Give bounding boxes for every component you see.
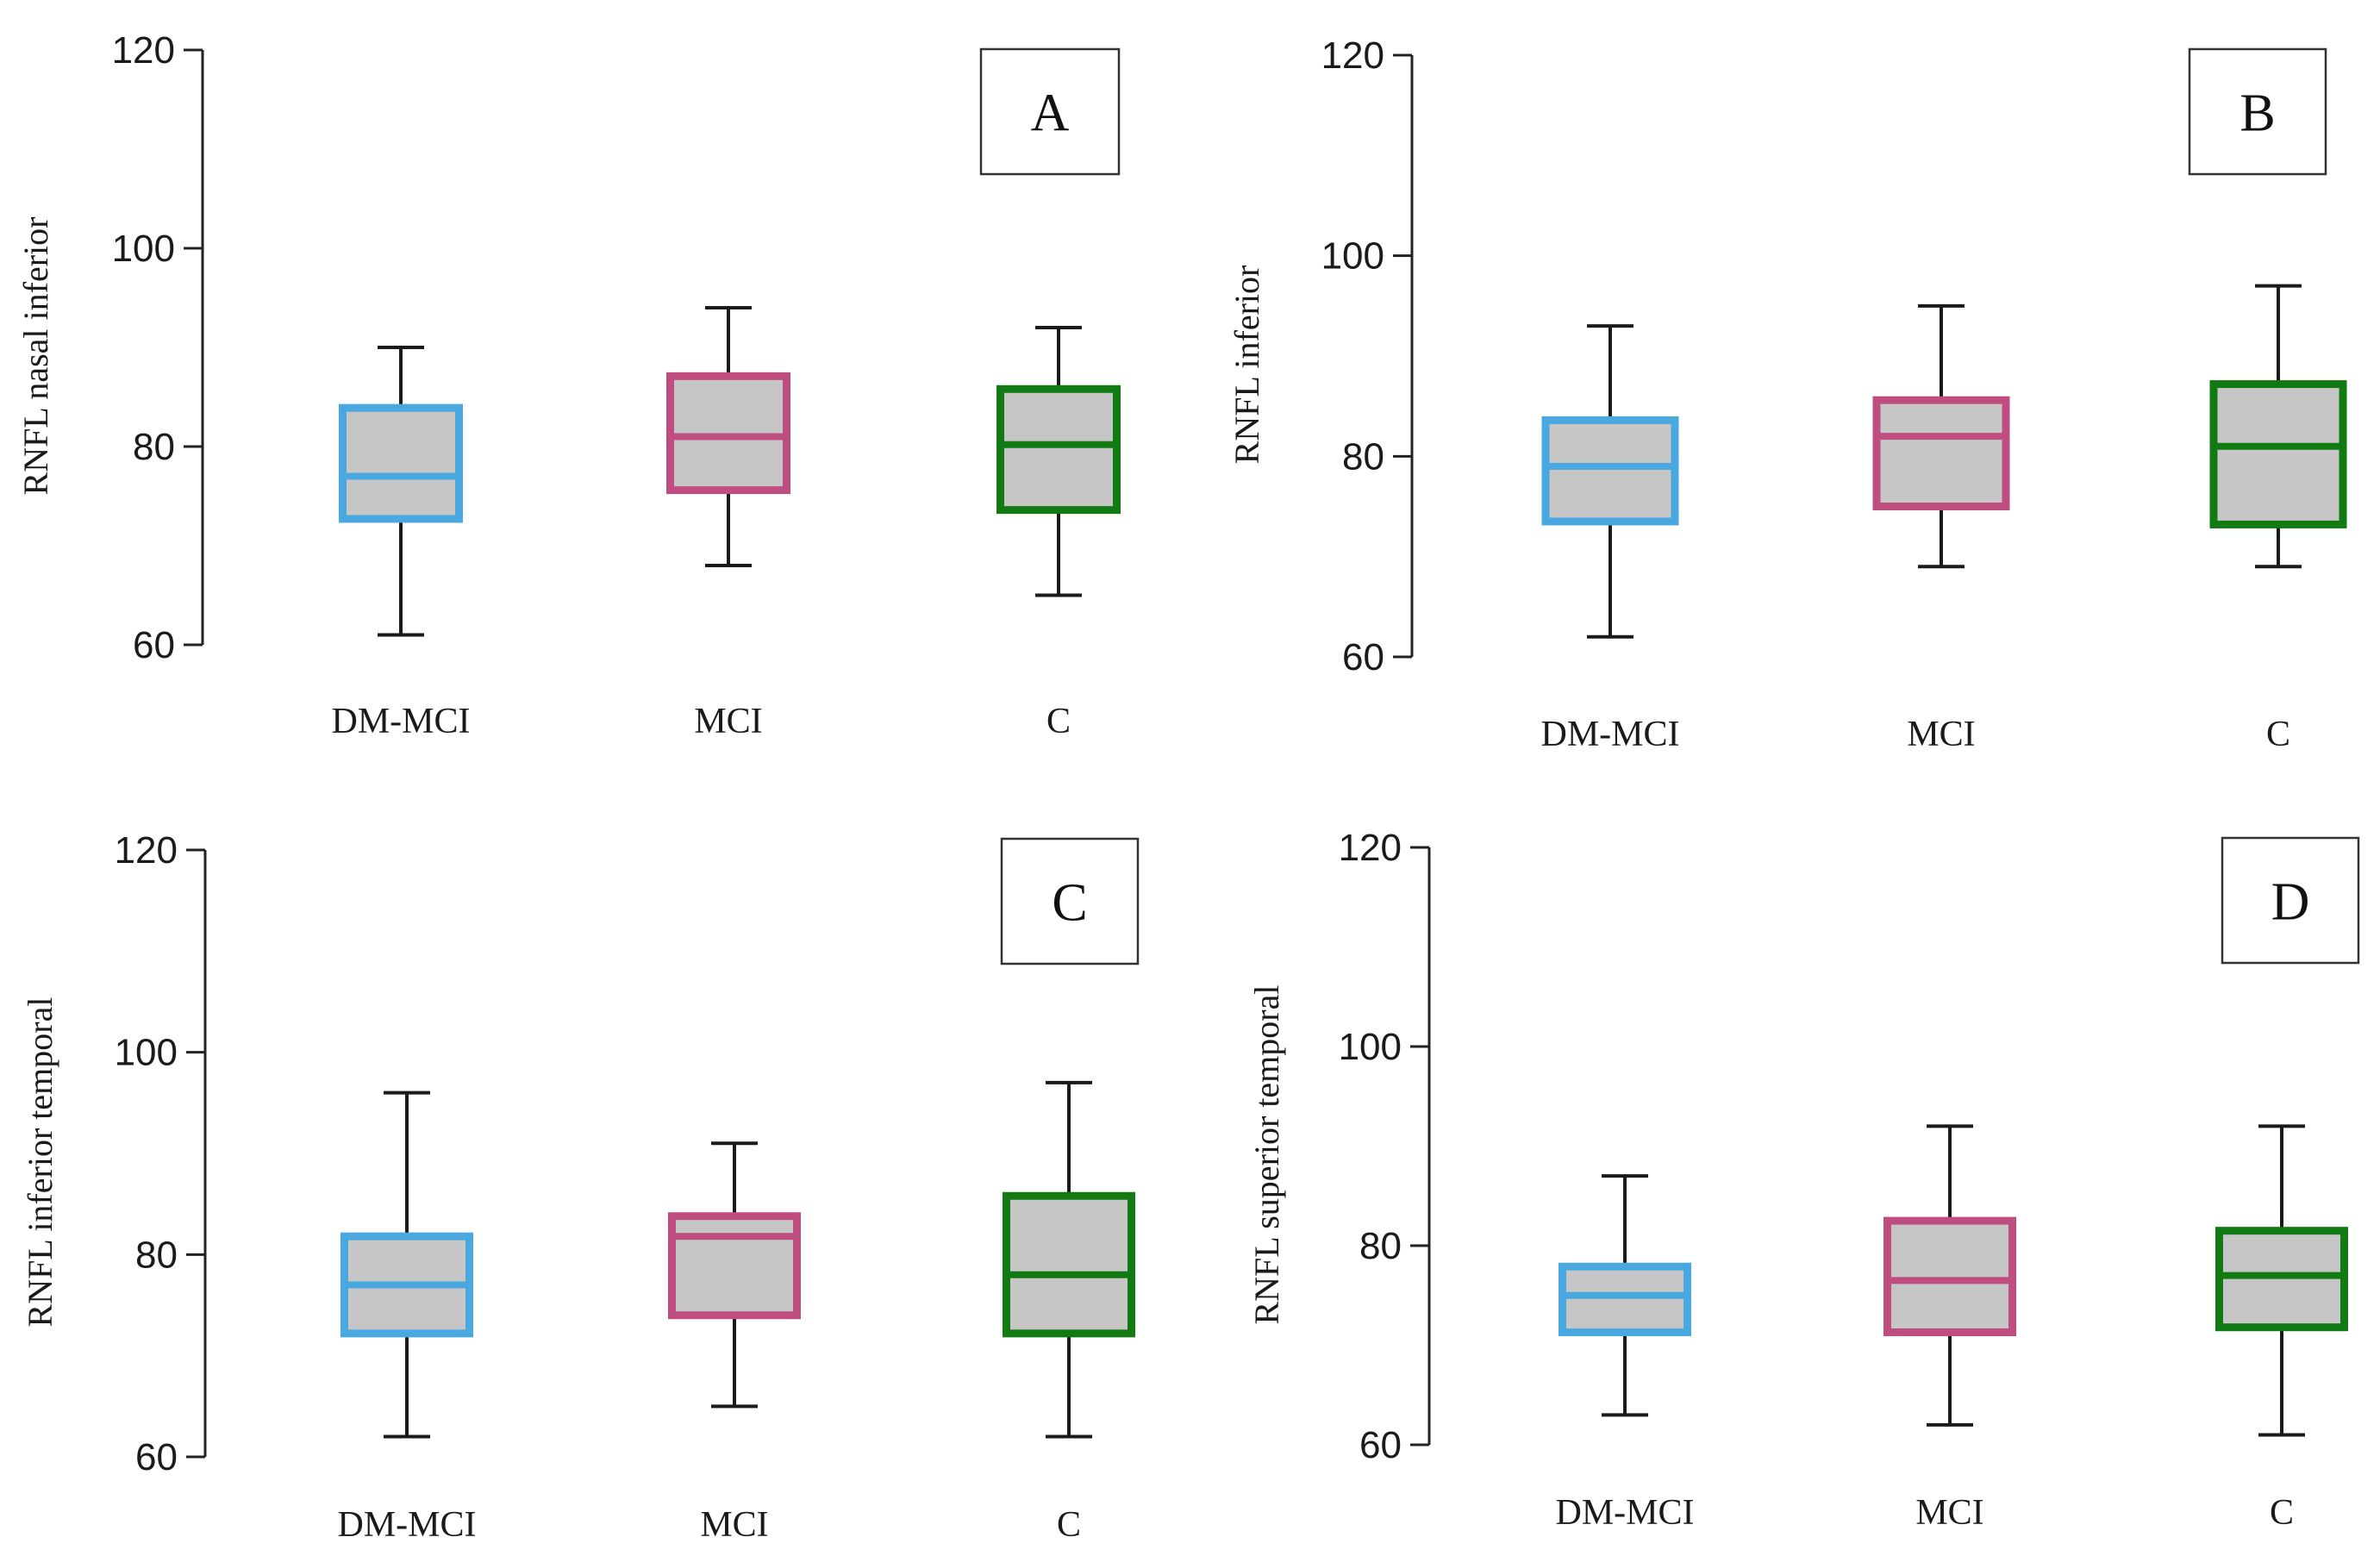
- box-mci: [1872, 396, 2010, 511]
- panel-c: 60 80 100 120 RNFL inferior temporal C DM-MCI M…: [21, 829, 1140, 1545]
- box-c: [1003, 1191, 1135, 1338]
- box-c: [2215, 1227, 2348, 1332]
- category-label: C: [2270, 1493, 2294, 1533]
- panel-label: A: [1031, 84, 1070, 143]
- panel-a: 60 80 100 120 RNFL nasal inferior A DM-MCI MCI C: [16, 29, 1121, 741]
- box-mci: [1883, 1216, 2016, 1336]
- box-c: [996, 384, 1121, 515]
- category-label: DM-MCI: [1555, 1493, 1694, 1533]
- box-mci: [668, 1212, 801, 1320]
- panel-label-box: [2188, 47, 2327, 176]
- y-tick-label: 80: [1342, 435, 1384, 478]
- y-tick-label: 80: [133, 426, 175, 468]
- panel-label: D: [2271, 873, 2310, 932]
- panel-label: C: [1052, 874, 1087, 933]
- y-tick-label: 120: [1321, 34, 1384, 77]
- category-label: MCI: [1907, 715, 1975, 754]
- box-c: [2209, 380, 2347, 528]
- category-label: MCI: [700, 1505, 768, 1545]
- category-label: MCI: [694, 702, 762, 741]
- y-tick-label: 60: [1342, 636, 1384, 678]
- y-tick-label: 100: [1339, 1026, 1402, 1068]
- y-axis-label: RNFL nasal inferior: [16, 217, 55, 496]
- y-tick-label: 120: [112, 29, 175, 72]
- panel-label-box: [2221, 836, 2360, 965]
- box-mci: [666, 372, 790, 495]
- y-tick-label: 120: [1339, 827, 1402, 869]
- panel-label: B: [2239, 84, 2275, 143]
- y-axis-label: RNFL superior temporal: [1247, 984, 1286, 1324]
- box-dm-mci: [1541, 416, 1679, 526]
- panel-d: 60 80 100 120 RNFL superior temporal D DM-MCI M…: [1247, 827, 2360, 1533]
- panel-b: 60 80 100 120 RNFL inferior B DM-MCI MCI C: [1227, 34, 2347, 754]
- y-tick-label: 100: [1321, 235, 1384, 278]
- y-tick-label: 100: [115, 1032, 178, 1074]
- y-axis-label: RNFL inferior temporal: [21, 997, 59, 1328]
- y-tick-label: 80: [1359, 1225, 1402, 1267]
- panel-label-box: [1000, 837, 1140, 965]
- y-tick-label: 80: [135, 1234, 178, 1276]
- category-label: C: [1057, 1505, 1081, 1545]
- y-tick-label: 60: [1359, 1424, 1402, 1466]
- category-label: DM-MCI: [337, 1505, 476, 1545]
- y-tick-label: 120: [115, 829, 178, 872]
- y-tick-label: 60: [135, 1436, 178, 1478]
- category-label: DM-MCI: [1540, 715, 1679, 754]
- y-tick-label: 60: [133, 624, 175, 666]
- category-label: DM-MCI: [331, 702, 470, 741]
- category-label: C: [1046, 702, 1071, 741]
- panel-label-box: [979, 47, 1121, 176]
- box-dm-mci: [339, 403, 463, 523]
- category-label: MCI: [1915, 1493, 1983, 1533]
- y-axis-label: RNFL inferior: [1227, 266, 1266, 465]
- category-label: C: [2266, 715, 2290, 754]
- box-dm-mci: [1559, 1262, 1691, 1336]
- y-tick-label: 100: [112, 228, 175, 270]
